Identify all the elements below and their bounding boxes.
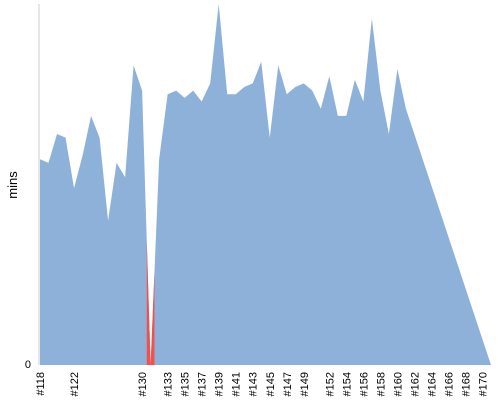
x-tick-label: #160 <box>392 372 404 396</box>
y-axis-label: mins <box>5 171 20 199</box>
x-tick-label: #168 <box>460 372 472 396</box>
y-tick-0: 0 <box>25 359 31 371</box>
x-tick-label: #152 <box>324 372 336 396</box>
x-tick-label: #158 <box>375 372 387 396</box>
x-tick-label: #135 <box>180 372 192 396</box>
area-series <box>40 4 491 365</box>
area-layer <box>40 4 491 365</box>
x-tick-label: #166 <box>443 372 455 396</box>
x-tick-label: #147 <box>282 372 294 396</box>
x-tick-label: #162 <box>409 372 421 396</box>
x-tick-label: #145 <box>265 372 277 396</box>
axis-layer: 0 mins <box>5 4 40 371</box>
x-tick-label: #154 <box>341 372 353 396</box>
failed-build-area <box>146 241 155 365</box>
x-tick-label: #139 <box>214 372 226 396</box>
x-tick-label: #130 <box>137 372 149 396</box>
x-tick-label: #143 <box>248 372 260 396</box>
x-tick-label: #156 <box>358 372 370 396</box>
x-tick-labels: #118 #122 #130 #133 #135 #137 #139 #141 #143 #145… <box>35 372 489 396</box>
x-tick-label: #137 <box>197 372 209 396</box>
x-tick-label: #149 <box>299 372 311 396</box>
x-tick-label: #164 <box>426 372 438 396</box>
x-tick-label: #118 <box>35 372 47 396</box>
x-tick-label: #122 <box>69 372 81 396</box>
x-tick-label: #133 <box>163 372 175 396</box>
x-tick-label: #141 <box>231 372 243 396</box>
x-tick-label: #170 <box>477 372 489 396</box>
